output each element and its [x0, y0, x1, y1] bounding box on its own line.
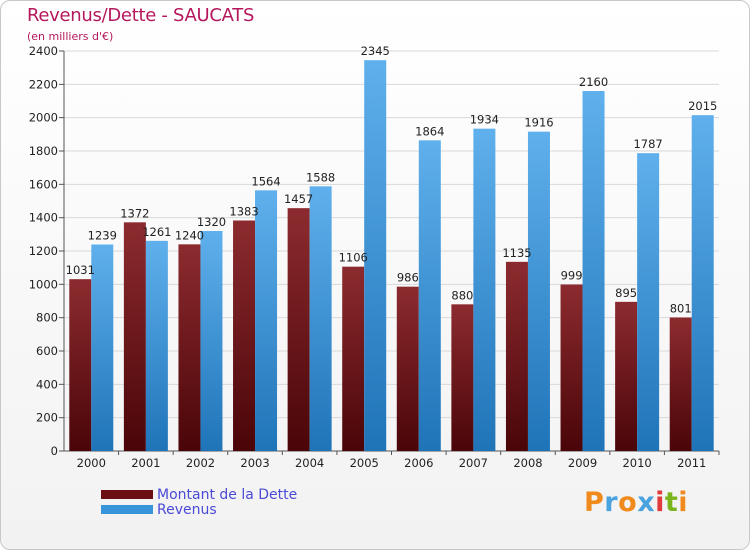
data-label-revenus: 1564 [251, 174, 280, 188]
y-tick-label: 200 [36, 411, 58, 425]
data-label-debt: 1457 [284, 192, 313, 206]
legend-swatch-revenus [101, 505, 153, 514]
x-tick-label: 2011 [677, 456, 706, 470]
x-tick-label: 2002 [186, 456, 215, 470]
bar-debt [123, 222, 146, 451]
x-tick-label: 2007 [459, 456, 488, 470]
bar-debt [669, 317, 692, 451]
data-label-debt: 801 [670, 302, 692, 316]
bar-revenus [364, 60, 387, 452]
y-tick-label: 1000 [29, 277, 58, 291]
data-label-debt: 1240 [175, 228, 204, 242]
x-tick-label: 2010 [622, 456, 651, 470]
data-label-debt: 1135 [502, 246, 531, 260]
bar-debt [505, 261, 528, 451]
x-tick-label: 2000 [77, 456, 106, 470]
y-tick-label: 1600 [29, 177, 58, 191]
x-tick-label: 2008 [513, 456, 542, 470]
logo-letter: x [637, 487, 656, 518]
x-tick-label: 2006 [404, 456, 433, 470]
data-label-debt: 1372 [120, 206, 149, 220]
bar-revenus [691, 115, 714, 452]
y-tick-label: 1400 [29, 211, 58, 225]
bar-revenus [637, 153, 660, 451]
bar-debt [615, 301, 638, 451]
data-label-debt: 999 [561, 269, 583, 283]
data-label-revenus: 2015 [688, 99, 717, 113]
y-tick-label: 1200 [29, 244, 58, 258]
bar-debt [178, 244, 201, 451]
logo-letter: P [584, 487, 605, 518]
y-tick-label: 800 [36, 311, 58, 325]
bar-revenus [582, 91, 605, 451]
data-label-revenus: 1787 [633, 137, 662, 151]
bar-debt [69, 279, 92, 451]
y-tick-label: 0 [51, 444, 58, 458]
data-label-debt: 986 [397, 271, 419, 285]
bar-debt [233, 220, 256, 451]
data-label-revenus: 1261 [142, 225, 171, 239]
data-label-debt: 1383 [229, 205, 258, 219]
logo-letter: t [664, 487, 679, 518]
logo-letter: o [618, 487, 638, 518]
legend-label-debt: Montant de la Dette [157, 487, 298, 503]
logo-letter: i [655, 487, 665, 518]
bar-revenus [91, 244, 114, 451]
bar-revenus [200, 231, 223, 451]
data-label-debt: 1106 [339, 251, 368, 265]
data-label-revenus: 1588 [306, 170, 335, 184]
logo-letter: i [678, 487, 689, 518]
bar-debt [287, 208, 310, 451]
data-label-revenus: 1864 [415, 124, 444, 138]
logo-letter: r [604, 487, 619, 518]
y-tick-label: 1800 [29, 144, 58, 158]
proxiti-logo: Proxiti [584, 487, 688, 518]
chart-subtitle: (en milliers d'€) [27, 30, 114, 43]
data-label-revenus: 1934 [470, 113, 499, 127]
bar-revenus [527, 131, 550, 451]
data-label-revenus: 2345 [361, 44, 390, 58]
x-tick-label: 2001 [131, 456, 160, 470]
bar-debt [560, 284, 583, 451]
x-tick-label: 2009 [568, 456, 597, 470]
data-label-debt: 880 [451, 288, 473, 302]
bar-debt [396, 286, 419, 451]
bar-revenus [145, 240, 168, 451]
data-label-debt: 1031 [66, 263, 95, 277]
bar-debt [451, 304, 474, 451]
bar-revenus [309, 186, 332, 452]
bar-debt [342, 266, 365, 451]
chart-title: Revenus/Dette - SAUCATS [27, 5, 255, 26]
bar-revenus [418, 140, 441, 452]
x-tick-label: 2005 [350, 456, 379, 470]
y-tick-label: 2200 [29, 77, 58, 91]
bar-revenus [255, 190, 278, 452]
y-tick-label: 600 [36, 344, 58, 358]
data-label-revenus: 1239 [88, 229, 117, 243]
y-tick-label: 400 [36, 377, 58, 391]
legend-label-revenus: Revenus [157, 502, 217, 518]
x-tick-label: 2003 [240, 456, 269, 470]
x-tick-label: 2004 [295, 456, 324, 470]
y-tick-label: 2400 [29, 44, 58, 58]
legend-swatch-debt [101, 490, 153, 499]
data-label-revenus: 1916 [524, 116, 553, 130]
y-tick-label: 2000 [29, 111, 58, 125]
data-label-debt: 895 [615, 286, 637, 300]
bar-revenus [473, 128, 496, 451]
data-label-revenus: 2160 [579, 75, 608, 89]
data-label-revenus: 1320 [197, 215, 226, 229]
